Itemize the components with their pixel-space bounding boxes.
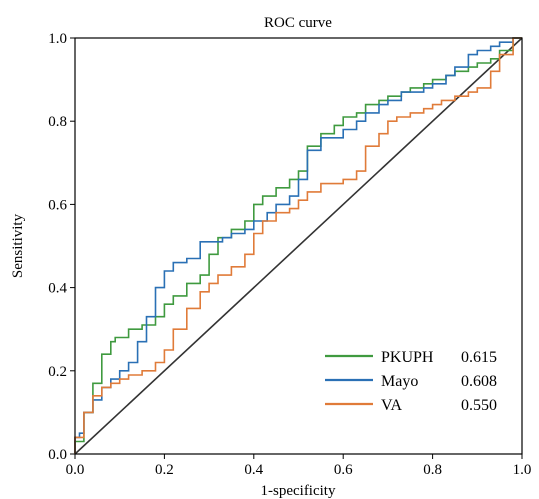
roc-curves [74,37,522,454]
legend-label-va: VA [381,397,402,414]
x-axis-label: 1-specificity [261,483,336,499]
roc-curve-mayo [74,37,522,454]
legend-label-mayo: Mayo [381,373,418,390]
chart-title: ROC curve [264,15,332,31]
legend-auc-pkuph: 0.615 [461,349,497,366]
x-tick-label: 1.0 [513,462,532,478]
y-tick-label: 0.8 [48,114,67,130]
diagonal-reference-line-group [74,37,523,455]
legend-auc-va: 0.550 [461,397,497,414]
y-tick-label: 0.6 [48,197,67,213]
legend-auc-mayo: 0.608 [461,373,497,390]
x-tick-label: 0.8 [423,462,442,478]
y-tick-label: 0.2 [48,364,67,380]
y-axis-label: Sensitivity [10,213,26,278]
roc-curve-va [74,37,522,454]
x-tick-label: 0.2 [155,462,174,478]
x-tick-label: 0.0 [66,462,85,478]
plot-frame [74,37,523,455]
legend-label-pkuph: PKUPH [381,349,434,366]
y-tick-label: 0.4 [48,281,67,297]
y-tick-label: 0.0 [48,447,67,463]
diagonal-reference-line [74,37,523,455]
x-tick-label: 0.4 [244,462,263,478]
y-tick-label: 1.0 [48,31,67,47]
legend: PKUPH 0.615 Mayo 0.608 VA 0.550 [325,349,497,414]
x-tick-label: 0.6 [334,462,353,478]
axis-ticks: 0.0 0.2 0.4 0.6 0.8 1.0 0.0 0.2 0.4 0.6 0.8 1.0 [48,31,531,478]
